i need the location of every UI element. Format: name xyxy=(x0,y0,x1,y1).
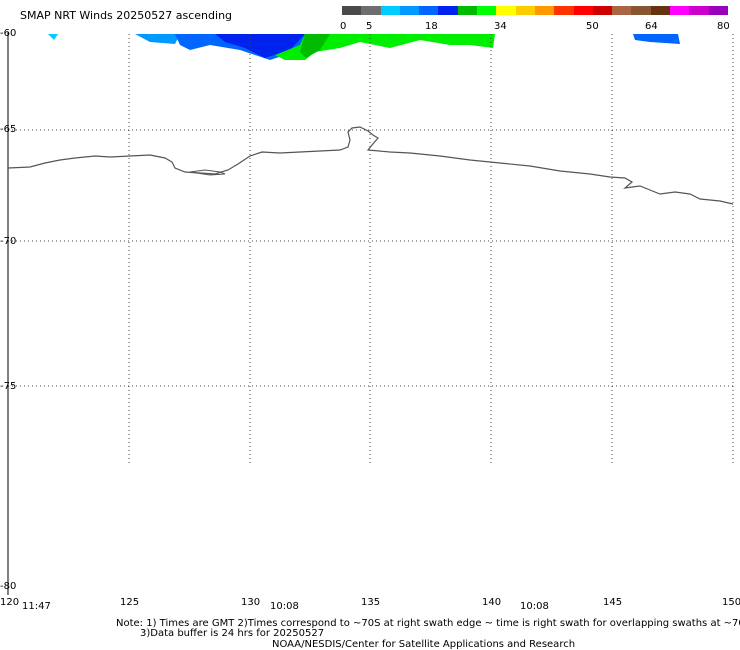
colorbar-swatch xyxy=(342,6,362,15)
lon-label: 150 xyxy=(722,597,740,608)
colorbar-swatch xyxy=(477,6,497,15)
colorbar-label: 34 xyxy=(494,21,507,32)
colorbar-swatch xyxy=(438,6,458,15)
note-line-1: Note: 1) Times are GMT 2)Times correspon… xyxy=(116,618,740,629)
note-line-2: 3)Data buffer is 24 hrs for 20250527 xyxy=(140,628,325,639)
lat-label: -60 xyxy=(0,28,17,39)
colorbar-swatch xyxy=(496,6,516,15)
lat-label: -70 xyxy=(0,236,17,247)
colorbar-label: 80 xyxy=(717,21,730,32)
swath-time: 11:47 xyxy=(22,601,51,612)
wind-colorbar xyxy=(342,6,728,15)
colorbar-swatch xyxy=(399,6,420,15)
wind-swath xyxy=(48,34,680,60)
map-title: SMAP NRT Winds 20250527 ascending xyxy=(20,9,233,22)
lon-label: 120 xyxy=(0,597,20,608)
colorbar-swatch xyxy=(554,6,574,15)
colorbar-label: 18 xyxy=(425,21,438,32)
colorbar-swatch xyxy=(689,6,709,15)
coastline xyxy=(7,126,734,205)
grid xyxy=(8,34,734,465)
colorbar-label: 5 xyxy=(366,21,373,32)
colorbar-swatch xyxy=(380,6,400,15)
swath-time: 10:08 xyxy=(270,601,299,612)
colorbar-label: 50 xyxy=(586,21,599,32)
lat-label: -80 xyxy=(0,581,17,592)
colorbar-label: 0 xyxy=(340,21,347,32)
colorbar-swatch xyxy=(612,6,632,15)
note-line-3: NOAA/NESDIS/Center for Satellite Applica… xyxy=(272,639,576,650)
lon-label: 140 xyxy=(482,597,502,608)
colorbar-label: 64 xyxy=(645,21,658,32)
colorbar-swatch xyxy=(708,6,728,15)
coastline-island xyxy=(189,169,226,176)
lon-label: 145 xyxy=(603,597,623,608)
lon-label: 125 xyxy=(120,597,140,608)
colorbar-swatch xyxy=(650,6,671,15)
lon-label: 130 xyxy=(241,597,261,608)
lon-label: 135 xyxy=(361,597,381,608)
colorbar-swatch xyxy=(515,6,535,15)
colorbar-swatch xyxy=(631,6,651,15)
lat-label: -65 xyxy=(0,124,17,135)
colorbar-swatch xyxy=(670,6,690,15)
lat-label: -75 xyxy=(0,381,17,392)
colorbar-swatch xyxy=(534,6,555,15)
colorbar-swatch xyxy=(361,6,381,15)
colorbar-swatch xyxy=(457,6,478,15)
swath-time: 10:08 xyxy=(520,601,549,612)
colorbar-swatch xyxy=(592,6,613,15)
colorbar-swatch xyxy=(573,6,593,15)
colorbar-swatch xyxy=(419,6,439,15)
